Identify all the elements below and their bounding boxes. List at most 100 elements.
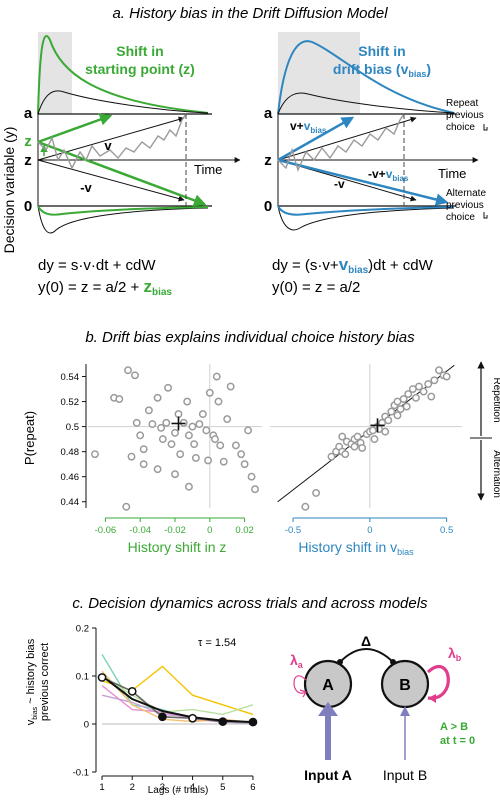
scatter-point bbox=[136, 431, 145, 440]
scatter-point bbox=[393, 411, 402, 420]
scatter-point bbox=[158, 435, 167, 444]
scatter-point bbox=[195, 420, 204, 429]
scatter-point bbox=[174, 410, 183, 419]
scatter-point bbox=[171, 428, 179, 437]
scatter-point bbox=[167, 440, 176, 449]
scatter-point bbox=[244, 426, 253, 435]
scatter-point bbox=[184, 482, 193, 491]
scatter-point bbox=[211, 435, 219, 444]
panel-b-title: b. Drift bias explains individual choice… bbox=[85, 329, 415, 346]
scatter-point bbox=[402, 402, 411, 411]
scatter-point bbox=[212, 372, 221, 381]
scatter-point bbox=[370, 435, 379, 444]
inhibition-end-b bbox=[390, 659, 396, 665]
scatter-point bbox=[91, 450, 99, 459]
panel-a-y-label: Decision variable (y) bbox=[1, 127, 17, 254]
alt-line1: Alternate bbox=[446, 188, 486, 199]
left-label-time: Time bbox=[194, 162, 222, 177]
ddm-left-diagram: a z 0 z v -v Time Shift in starting poin… bbox=[24, 32, 241, 234]
right-label-vplus: v+vbias bbox=[290, 119, 327, 135]
scatter-point bbox=[139, 460, 148, 469]
c-x-tick-label: 6 bbox=[250, 782, 255, 793]
scatter-point bbox=[240, 460, 249, 469]
b-left-scatter bbox=[88, 364, 262, 511]
right-upper-black-density bbox=[277, 92, 455, 115]
left-sample-path bbox=[37, 113, 187, 170]
scatter-point bbox=[191, 453, 200, 462]
input-b-head bbox=[400, 706, 410, 716]
left-lower-green-density bbox=[37, 205, 209, 216]
c-thin-series bbox=[101, 694, 253, 724]
scatter-point bbox=[301, 502, 310, 511]
x-tick-label: 0.5 bbox=[440, 525, 453, 536]
repeat-line1: Repeat bbox=[446, 98, 478, 109]
c-y-tick-label: 0 bbox=[84, 720, 89, 731]
lambda-a: λa bbox=[290, 652, 304, 670]
scatter-point bbox=[115, 395, 124, 404]
c-fit-curve bbox=[101, 675, 253, 724]
right-label-negv2: -v+vbias bbox=[368, 167, 409, 183]
right-label-a: a bbox=[264, 105, 273, 122]
right-lower-black-density bbox=[277, 205, 455, 231]
x-tick-label: 0.02 bbox=[235, 525, 254, 536]
scatter-point bbox=[122, 502, 131, 511]
scatter-point bbox=[157, 423, 166, 432]
c-mean-point bbox=[158, 712, 167, 722]
b-y-ticks: 0.54 0.52 0.5 0.48 0.46 0.44 bbox=[61, 372, 86, 508]
x-tick-label: 0 bbox=[207, 525, 212, 536]
x-tick-label: -0.5 bbox=[285, 525, 301, 536]
right-blue-down-arrow bbox=[277, 158, 449, 206]
left-lower-black-density bbox=[37, 205, 209, 234]
x-tick-label: -0.04 bbox=[129, 525, 151, 536]
panel-c-title: c. Decision dynamics across trials and a… bbox=[72, 595, 428, 612]
left-upper-green-density bbox=[37, 35, 209, 115]
b-right-scatter bbox=[270, 364, 462, 511]
self-loop-b bbox=[426, 664, 450, 700]
inhibition-arc bbox=[339, 648, 394, 663]
left-shift-line1: Shift in bbox=[116, 43, 163, 59]
alt-line3: choice bbox=[446, 212, 475, 223]
scatter-point bbox=[231, 441, 240, 450]
left-eq1: dy = s·v·dt + cdW bbox=[38, 257, 156, 274]
c-thin-series bbox=[101, 670, 254, 724]
scatter-point bbox=[153, 393, 162, 402]
scatter-point bbox=[171, 470, 179, 479]
c-x-label: Lags (# trials) bbox=[148, 785, 209, 796]
c-mean-point bbox=[188, 713, 197, 723]
b-left-x-axis: -0.06 -0.04 -0.02 0 0.02 bbox=[95, 517, 254, 536]
scatter-point bbox=[124, 366, 132, 375]
left-label-zbias: z bbox=[24, 133, 32, 150]
right-label-z: z bbox=[264, 152, 272, 169]
scatter-point bbox=[139, 445, 148, 454]
left-negv-arrow bbox=[37, 159, 185, 202]
right-shift-line2: drift bias (vbias) bbox=[333, 61, 431, 79]
c-tau: τ = 1.54 bbox=[198, 637, 236, 649]
x-tick-label: -0.06 bbox=[95, 525, 117, 536]
left-eq2: y(0) = z = a/2 + zbias bbox=[38, 277, 172, 298]
scatter-point bbox=[424, 380, 433, 388]
scatter-point bbox=[237, 450, 246, 459]
scatter-point bbox=[144, 406, 153, 415]
b-left-x-label: History shift in z bbox=[128, 539, 227, 555]
scatter-point bbox=[204, 456, 213, 465]
scatter-point bbox=[384, 416, 393, 425]
b-y-tick-label: 0.52 bbox=[61, 397, 80, 408]
scatter-point bbox=[341, 450, 350, 459]
input-b-label: Input B bbox=[383, 767, 427, 783]
b-y-tick-label: 0.54 bbox=[61, 372, 80, 383]
right-upper-blue-density bbox=[277, 40, 455, 115]
scatter-point bbox=[251, 485, 259, 494]
c-x-tick-label: 1 bbox=[99, 782, 104, 793]
scatter-point bbox=[184, 431, 193, 440]
scatter-point bbox=[419, 387, 428, 396]
scatter-point bbox=[411, 393, 420, 402]
scatter-point bbox=[327, 452, 336, 461]
repeat-line3: choice bbox=[446, 122, 475, 133]
panel-b-y-label: P(repeat) bbox=[22, 411, 37, 465]
scatter-point bbox=[404, 390, 413, 399]
hand-icon bbox=[483, 124, 488, 219]
scatter-point bbox=[183, 397, 192, 406]
scatter-point bbox=[358, 443, 367, 452]
scatter-point bbox=[387, 407, 396, 416]
scatter-point bbox=[127, 452, 136, 461]
